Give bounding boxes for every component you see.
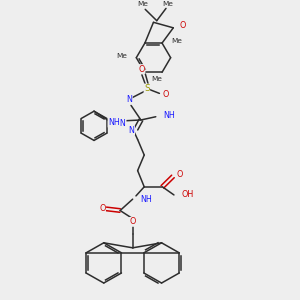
Text: N: N (129, 126, 135, 135)
Text: HN: HN (114, 119, 126, 128)
Text: O: O (130, 218, 136, 226)
Text: O: O (139, 64, 145, 74)
Text: O: O (176, 170, 183, 179)
Text: NH: NH (163, 111, 175, 120)
Text: Me: Me (162, 1, 173, 7)
Text: Me: Me (137, 2, 148, 8)
Text: Me: Me (171, 38, 182, 44)
Text: S: S (144, 84, 150, 93)
Text: O: O (162, 91, 169, 100)
Text: O: O (179, 21, 186, 30)
Text: Me: Me (152, 76, 163, 82)
Text: OH: OH (181, 190, 194, 200)
Text: Me: Me (116, 53, 127, 59)
Text: NH: NH (140, 195, 152, 204)
Text: O: O (99, 204, 106, 213)
Text: N: N (126, 95, 132, 104)
Text: NH: NH (108, 118, 120, 127)
